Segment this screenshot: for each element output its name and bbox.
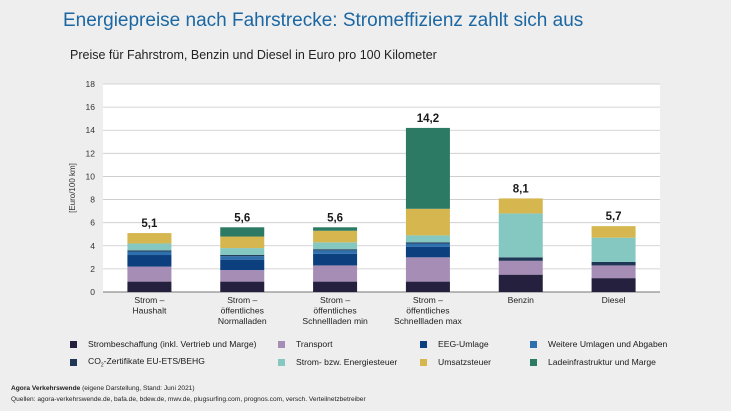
footer-org: Agora Verkehrswende xyxy=(11,385,81,392)
bar-segment xyxy=(313,265,358,282)
bar-segment xyxy=(498,213,543,258)
y-axis-label: [Euro/100 km] xyxy=(68,163,77,213)
bar-total-label: 5,7 xyxy=(606,211,622,223)
chart-title: Energiepreise nach Fahrstrecke: Stromeff… xyxy=(63,10,584,31)
bar-total-label: 8,1 xyxy=(513,183,530,195)
bar-segment xyxy=(127,250,172,252)
bar-segment xyxy=(498,260,543,275)
x-tick-label: Benzin xyxy=(508,295,534,305)
bar-total-label: 5,1 xyxy=(141,218,158,230)
legend-item-transport: Transport xyxy=(278,337,332,351)
bar-total-label: 5,6 xyxy=(234,212,250,224)
legend-label: EEG-Umlage xyxy=(438,339,489,349)
legend-item-ladeinfrastruktur: Ladeinfrastruktur und Marge xyxy=(530,355,656,369)
legend-item-strombeschaffung: Strombeschaffung (inkl. Vertrieb und Mar… xyxy=(70,337,256,351)
y-tick-label: 10 xyxy=(86,171,96,181)
bar-segment xyxy=(313,230,358,243)
bar-segment xyxy=(498,274,543,292)
bar-segment xyxy=(498,198,543,214)
bar-segment xyxy=(220,255,265,257)
bar-segment xyxy=(127,243,172,251)
bar-segment xyxy=(220,259,265,271)
footer-note: (eigene Darstellung, Stand: Juni 2021) xyxy=(80,385,195,392)
y-tick-label: 0 xyxy=(90,287,95,297)
footer-sources: Quellen: agora-verkehrswende.de, bafa.de… xyxy=(11,396,366,403)
y-tick-label: 18 xyxy=(86,79,96,89)
bar-segment xyxy=(127,281,172,292)
y-tick-label: 14 xyxy=(86,125,96,135)
bar-segment xyxy=(220,270,265,282)
bar-segment xyxy=(405,246,450,258)
legend-swatch xyxy=(530,340,537,348)
bar-segment xyxy=(220,281,265,292)
bar-segment xyxy=(591,265,636,279)
x-tick-label: Diesel xyxy=(602,295,626,305)
footer-credit: Agora Verkehrswende (eigene Darstellung,… xyxy=(11,385,195,392)
y-tick-label: 12 xyxy=(86,148,96,158)
bar-segment xyxy=(405,243,450,247)
y-tick-label: 8 xyxy=(90,195,95,205)
legend-item-eeg-umlage: EEG-Umlage xyxy=(420,337,489,351)
bar-segment xyxy=(127,233,172,244)
bar-segment xyxy=(498,257,543,261)
bar-segment xyxy=(313,253,358,266)
bar-segment xyxy=(591,261,636,266)
legend-item-umsatzsteuer: Umsatzsteuer xyxy=(420,355,491,369)
bar-total-label: 5,6 xyxy=(327,212,343,224)
legend-swatch xyxy=(420,340,427,348)
legend-swatch xyxy=(420,358,427,366)
x-tick-label: Strom – Haushalt xyxy=(132,295,167,316)
legend-swatch xyxy=(70,340,77,348)
bar-segment xyxy=(313,281,358,292)
bar-segment xyxy=(313,249,358,251)
legend-label: Ladeinfrastruktur und Marge xyxy=(548,357,656,367)
bar-segment xyxy=(405,242,450,244)
x-tick-label: Strom – öffentliches Schnellladen min xyxy=(302,295,368,326)
bar-segment xyxy=(591,278,636,292)
bar-segment xyxy=(591,226,636,238)
legend-swatch xyxy=(278,340,285,348)
legend-label-co2: CO2-Zertifikate EU-ETS/BEHG xyxy=(88,355,205,369)
bar-segment xyxy=(220,236,265,249)
bar-segment xyxy=(405,257,450,282)
bar-segment xyxy=(591,237,636,262)
legend-label: Strombeschaffung (inkl. Vertrieb und Mar… xyxy=(88,339,257,349)
bar-segment xyxy=(220,227,265,237)
legend-label: Strom- bzw. Energiesteuer xyxy=(296,357,398,367)
legend-item-co2-zertifikate: CO2-Zertifikate EU-ETS/BEHG xyxy=(70,355,205,369)
bar-segment xyxy=(313,250,358,254)
bar-segment xyxy=(220,248,265,256)
chart-subtitle: Preise für Fahrstrom, Benzin und Diesel … xyxy=(70,48,437,62)
legend-item-weitere-umlagen: Weitere Umlagen und Abgaben xyxy=(530,337,667,351)
legend-item-energiesteuer: Strom- bzw. Energiesteuer xyxy=(278,355,397,369)
legend-label: Weitere Umlagen und Abgaben xyxy=(548,339,668,349)
y-tick-label: 6 xyxy=(90,218,95,228)
bar-segment xyxy=(405,127,450,209)
plot-area xyxy=(103,84,660,292)
bar-segment xyxy=(405,235,450,243)
bar-total-label: 14,2 xyxy=(417,113,439,125)
bar-segment xyxy=(405,281,450,292)
y-tick-label: 16 xyxy=(86,102,96,112)
legend-label: Transport xyxy=(296,339,333,349)
bar-segment xyxy=(313,242,358,250)
legend-swatch xyxy=(70,358,77,366)
x-tick-label: Strom – öffentliches Schnellladen max xyxy=(394,295,463,326)
bar-segment xyxy=(220,256,265,260)
y-tick-label: 4 xyxy=(90,241,95,251)
legend-swatch xyxy=(278,358,285,366)
legend-label: Umsatzsteuer xyxy=(438,357,492,367)
y-tick-label: 2 xyxy=(90,264,95,274)
bar-segment xyxy=(313,227,358,231)
bar-segment xyxy=(127,266,172,282)
legend-swatch xyxy=(530,358,537,366)
bar-segment xyxy=(127,255,172,267)
bar-segment xyxy=(127,251,172,256)
bar-segment xyxy=(405,208,450,236)
x-tick-label: Strom – öffentliches Normalladen xyxy=(218,295,267,326)
